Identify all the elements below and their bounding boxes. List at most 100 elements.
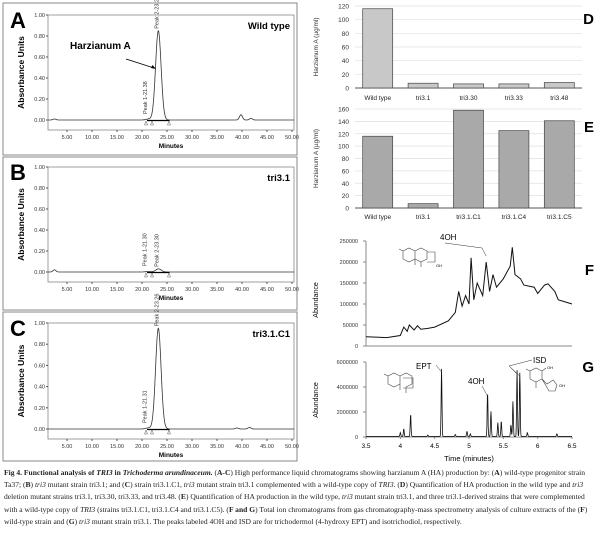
y-axis-label: Absorbance Units — [16, 36, 26, 109]
category-label: Wild type — [364, 214, 391, 221]
y-axis-label: Abundance — [313, 282, 320, 318]
annotation-arrow — [125, 58, 155, 69]
y-axis-label: Absorbance Units — [16, 188, 26, 261]
caption-segment: ) High performance liquid chromatograms … — [230, 468, 495, 477]
caption-segment: mutant strain tri3.1 complemented with a… — [194, 480, 379, 490]
bar-chart-panel-E: 0 20 40 60 80 100 120 140 160 Harzianum A (µg/ml)… — [313, 107, 594, 222]
peak-marker-triangle — [144, 120, 148, 126]
y-axis-label: Harzianum A (µg/ml) — [313, 17, 320, 76]
y-tick-label: 2000000 — [337, 410, 358, 416]
caption-segment: ) Total ion chromatograms from gas chrom… — [255, 504, 581, 514]
panel-letter: D — [583, 11, 594, 28]
peak-annotation-ept: EPT — [416, 362, 432, 371]
y-tick-label: 40 — [342, 58, 350, 65]
caption-segment: (strains tri3.1.C1, tri3.1.C4 and tri3.1… — [95, 504, 229, 514]
strain-label: tri3.1 — [267, 173, 290, 184]
peak-annotation-4oh: 4OH — [468, 377, 485, 386]
bar — [407, 203, 439, 209]
caption-segment: tri3 — [79, 516, 90, 526]
peak-marker-triangle — [167, 272, 171, 278]
x-tick-label: 5.5 — [499, 443, 508, 450]
caption-segment: tri3 — [183, 480, 195, 490]
panel-letter: G — [582, 359, 594, 376]
x-tick-label: 45.00 — [260, 287, 274, 293]
peak-label: Peak 2-23.30 — [155, 234, 161, 267]
y-tick-label: 100000 — [340, 302, 358, 308]
caption-segment: mutant strain tri3.1; and ( — [45, 480, 125, 490]
chromatogram-trace — [48, 327, 294, 430]
caption-segment: ) wild-type strain and ( — [4, 504, 588, 526]
chemical-structure-ept — [383, 372, 414, 393]
caption-segment: A — [494, 468, 500, 477]
x-tick-label: 5.00 — [62, 287, 73, 293]
y-tick-label: 0 — [355, 344, 358, 350]
x-tick-label: 25.00 — [160, 287, 174, 293]
x-tick-label: 35.00 — [210, 135, 224, 141]
x-tick-label: 6 — [536, 443, 540, 450]
y-tick-label: 4000000 — [337, 385, 358, 391]
caption-segment: D — [399, 480, 406, 490]
caption-segment: . ( — [393, 480, 400, 490]
x-tick-label: 25.00 — [160, 444, 174, 450]
y-tick-label: 50000 — [343, 323, 358, 329]
panel-frame — [2, 2, 298, 156]
caption-segment: tri3 — [572, 480, 584, 490]
caption-segment: ) — [30, 480, 35, 490]
category-label: Wild type — [364, 95, 391, 102]
x-tick-label: 4 — [399, 443, 403, 450]
y-tick-label: 80 — [342, 156, 350, 163]
y-tick-label: 1.00 — [34, 321, 45, 327]
peak-label: Peak 1-21.31 — [143, 390, 149, 423]
x-axis-label: Minutes — [159, 295, 184, 302]
caption-segment: F and G — [228, 504, 256, 514]
caption-segment: deletion mutant strains tri3.1, tri3.30,… — [4, 492, 181, 502]
caption-segment: ) wild-type progenitor strain Ta37; ( — [4, 468, 586, 490]
caption-segment: TRI3 — [378, 480, 394, 490]
x-axis-label: Time (minutes) — [444, 454, 494, 463]
strain-label: tri3.1.C1 — [253, 329, 291, 340]
caption-segment: ) Quantification of HA production in the… — [185, 492, 342, 502]
y-tick-label: 0.60 — [34, 55, 45, 61]
y-tick-label: 1.00 — [34, 165, 45, 171]
panel-frame — [2, 156, 298, 311]
caption-segment: B — [25, 480, 31, 490]
plot-frame — [47, 14, 295, 131]
structure-oh-label: OH — [547, 365, 553, 370]
peak-marker-triangle — [144, 272, 148, 278]
caption-segment: TRI3 — [96, 468, 113, 477]
chromatogram-trace — [48, 30, 294, 121]
panel-letter: F — [585, 262, 594, 279]
caption-segment: Fig 4. Functional analysis of — [4, 468, 97, 477]
category-label: tri3.1.C1 — [456, 214, 481, 221]
x-tick-label: 10.00 — [85, 444, 99, 450]
y-tick-label: 0.00 — [34, 270, 45, 276]
x-tick-label: 3.5 — [361, 443, 370, 450]
y-tick-label: 140 — [338, 119, 349, 126]
chromatogram-panel-B: 0.00 0.20 0.40 0.60 0.80 1.00 5.00 10.00 15.00 20… — [2, 156, 299, 311]
peak-marker-triangle — [150, 120, 154, 126]
y-tick-label: 0 — [345, 206, 349, 213]
y-tick-label: 0.00 — [34, 118, 45, 124]
x-tick-label: 5.00 — [62, 444, 73, 450]
caption-segment: mutant strain tri3.1, and three tri3.1-d… — [4, 492, 585, 514]
annotation-line — [508, 365, 520, 377]
chromatogram-trace — [48, 268, 294, 273]
y-tick-label: 0.80 — [34, 34, 45, 40]
y-tick-label: 0 — [345, 86, 349, 93]
annotation-line — [508, 359, 533, 375]
annotation-line — [444, 242, 487, 257]
tic-trace — [366, 368, 572, 437]
x-tick-label: 35.00 — [210, 444, 224, 450]
category-label: tri3.48 — [550, 95, 568, 102]
x-tick-label: 15.00 — [110, 287, 124, 293]
y-tick-label: 60 — [342, 168, 350, 175]
y-tick-label: 250000 — [340, 239, 358, 245]
y-tick-label: 1.00 — [34, 13, 45, 19]
x-axis-label: Minutes — [159, 143, 184, 150]
structure-oh-label: OH — [559, 383, 565, 388]
y-axis-label: Harzianum A (µg/ml) — [313, 129, 320, 188]
annotation-line — [481, 385, 488, 397]
bar — [543, 82, 575, 89]
y-tick-label: 100 — [338, 144, 349, 151]
strain-label: Wild type — [248, 21, 290, 32]
